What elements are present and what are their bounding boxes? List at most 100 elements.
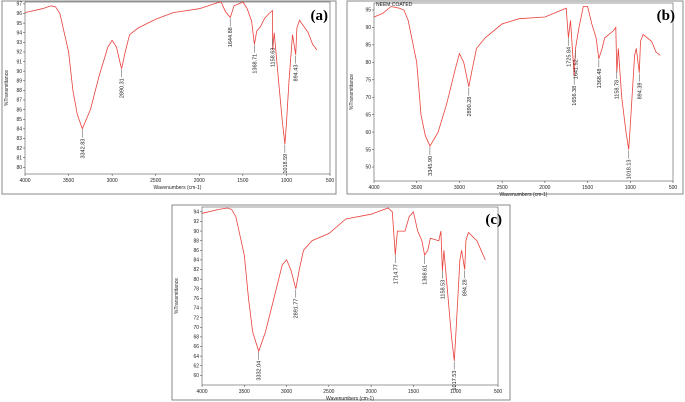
x-axis-label: Wavenumbers (cm-1) (154, 185, 202, 191)
x-tick-label: 2500 (323, 389, 334, 395)
y-tick-label: 89 (16, 78, 22, 84)
sample-annotation: NEEM COATED (376, 2, 413, 8)
peak-label: 1017.53 (452, 371, 458, 391)
y-tick-label: 93 (16, 40, 22, 46)
y-tick-label: 60 (193, 373, 199, 379)
y-tick-label: 94 (193, 210, 199, 216)
peak-label: 1368.71 (252, 54, 258, 74)
y-tick-label: 94 (16, 30, 22, 36)
x-tick-label: 4000 (19, 178, 30, 184)
y-tick-label: 90 (365, 25, 371, 31)
x-tick-label: 500 (494, 389, 503, 395)
panel-label: (c) (485, 212, 502, 228)
x-tick-label: 2000 (194, 178, 205, 184)
y-tick-label: 55 (365, 147, 371, 153)
y-axis-label: %Transmittance (349, 74, 355, 110)
x-tick-label: 1500 (582, 185, 593, 191)
peak-label: 1018.59 (283, 154, 289, 174)
x-tick-label: 3000 (281, 389, 292, 395)
plot-area (201, 206, 499, 386)
y-tick-label: 78 (193, 286, 199, 292)
x-tick-label: 1500 (408, 389, 419, 395)
peak-label: 1158.78 (615, 80, 621, 99)
y-tick-label: 95 (16, 21, 22, 27)
plot-area (24, 1, 331, 175)
x-tick-label: 1000 (450, 389, 461, 395)
x-tick-label: 3500 (239, 389, 250, 395)
y-tick-label: 86 (16, 107, 22, 113)
y-tick-label: 83 (16, 136, 22, 142)
peak-label: 1158.53 (440, 280, 446, 299)
panel-frame (346, 0, 684, 195)
y-tick-label: 76 (193, 296, 199, 302)
chart-panel-b: 4000 3500 3000 2500 2000 1500 1000 500 50 55 60 65 7… (346, 0, 684, 198)
y-tick-label: 88 (16, 88, 22, 94)
y-tick-label: 65 (365, 112, 371, 118)
chart-panel-c: 4000 3500 3000 2500 2000 1500 1000 500 60 62 64 66 6… (171, 204, 511, 402)
x-tick-label: 2000 (539, 185, 550, 191)
spectrum-line (201, 207, 486, 361)
y-tick-label: 92 (193, 219, 199, 225)
peak-label: 2891.77 (294, 299, 300, 319)
y-tick-label: 95 (365, 8, 371, 14)
panel-frame (1, 0, 337, 195)
chart-panel-a: 4000 3500 3000 2500 2000 1500 1000 500 80 81 82 83 8… (1, 0, 337, 195)
x-tick-label: 1000 (281, 178, 292, 184)
x-axis-label: Wavenumbers (cm-1) (500, 192, 548, 198)
y-tick-label: 87 (16, 98, 22, 104)
x-tick-label: 3000 (107, 178, 118, 184)
x-axis-label: Wavenumbers (cm-1) (326, 396, 374, 402)
plot-area (373, 2, 674, 182)
x-tick-label: 2500 (497, 185, 508, 191)
peak-label: 2890.28 (467, 97, 473, 117)
peak-label: 1158.63 (271, 48, 277, 67)
y-tick-label: 75 (365, 77, 371, 83)
x-tick-label: 4000 (368, 185, 379, 191)
y-tick-label: 90 (193, 229, 199, 235)
y-tick-label: 74 (193, 306, 199, 312)
y-tick-label: 72 (193, 315, 199, 321)
x-tick-label: 500 (669, 185, 678, 191)
y-tick-label: 50 (365, 165, 371, 171)
y-tick-label: 85 (16, 117, 22, 123)
y-tick-label: 96 (16, 11, 22, 17)
peak-label: 1656.38 (572, 86, 578, 106)
peak-label: 1641.52 (573, 59, 579, 79)
y-tick-label: 88 (193, 238, 199, 244)
y-tick-label: 84 (193, 258, 199, 264)
peak-label: 3345.90 (428, 156, 434, 176)
peak-label: 2890.31 (120, 78, 126, 98)
y-tick-label: 80 (16, 165, 22, 171)
y-tick-label: 64 (193, 354, 199, 360)
y-tick-label: 70 (365, 95, 371, 101)
peak-label: 1714.77 (393, 264, 399, 284)
x-tick-label: 2500 (150, 178, 161, 184)
y-tick-label: 97 (16, 2, 22, 8)
y-tick-label: 81 (16, 155, 22, 161)
x-tick-label: 4000 (196, 389, 207, 395)
panel-frame (171, 204, 511, 401)
y-tick-label: 62 (193, 363, 199, 369)
spectrum-line (24, 1, 318, 145)
x-tick-label: 3000 (454, 185, 465, 191)
y-tick-label: 70 (193, 325, 199, 331)
peak-label: 894.28 (463, 279, 469, 296)
peak-label: 894.39 (637, 83, 643, 100)
x-tick-label: 1000 (625, 185, 636, 191)
peak-label: 1018.13 (627, 160, 633, 180)
peak-label: 1368.48 (597, 69, 603, 89)
y-tick-label: 91 (16, 59, 22, 65)
x-tick-label: 3500 (411, 185, 422, 191)
y-tick-label: 60 (365, 130, 371, 136)
y-axis-label: %Transmittance (174, 278, 180, 314)
panel-label: (a) (311, 8, 329, 24)
y-tick-label: 90 (16, 69, 22, 75)
y-tick-label: 82 (16, 146, 22, 152)
y-tick-label: 82 (193, 267, 199, 273)
x-tick-label: 500 (326, 178, 335, 184)
peak-label: 3342.83 (80, 139, 86, 159)
y-tick-label: 84 (16, 127, 22, 133)
y-tick-label: 86 (193, 248, 199, 254)
x-tick-label: 2000 (366, 389, 377, 395)
